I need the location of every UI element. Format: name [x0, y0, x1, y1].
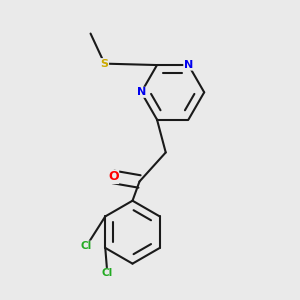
Text: O: O — [108, 170, 119, 183]
Text: Cl: Cl — [81, 241, 92, 251]
Text: S: S — [100, 58, 109, 69]
Text: N: N — [184, 60, 193, 70]
Text: Cl: Cl — [102, 268, 113, 278]
Text: N: N — [136, 87, 146, 97]
